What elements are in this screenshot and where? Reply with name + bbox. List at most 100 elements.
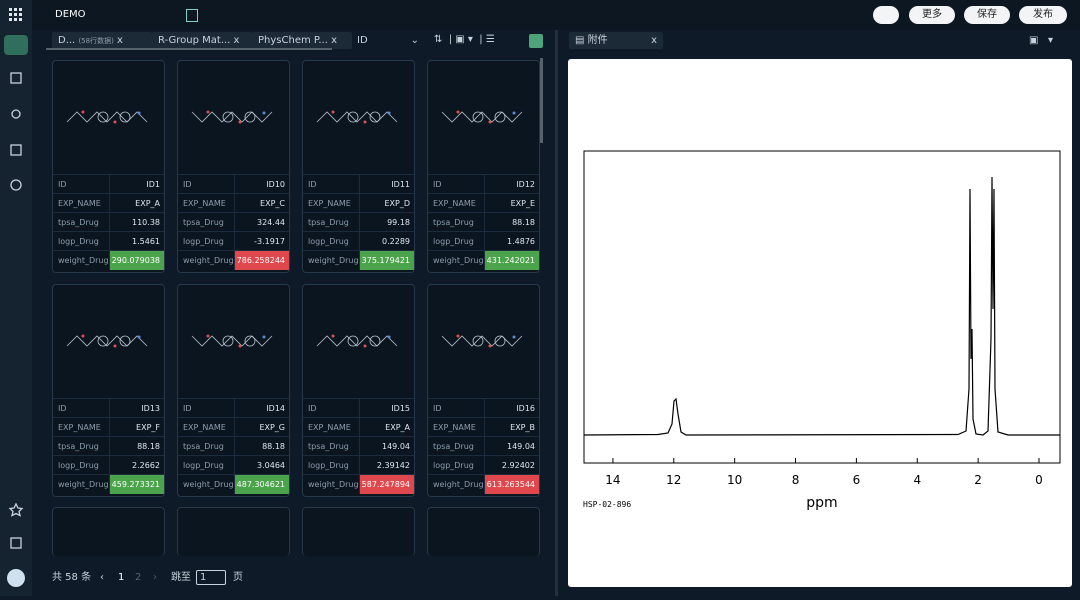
field-row: logp_Drug 2.39142 xyxy=(303,455,414,475)
field-value: EXP_E xyxy=(484,194,539,213)
sort-field: ID xyxy=(357,35,368,46)
field-row: ID ID13 xyxy=(53,398,164,418)
layout-button[interactable] xyxy=(873,6,899,24)
compound-card[interactable] xyxy=(302,507,415,556)
field-value: EXP_B xyxy=(484,418,539,437)
attachment-viewer: 14 12 10 8 6 4 2 0 ppm HSP-02-896 xyxy=(568,59,1072,587)
field-row: logp_Drug 2.92402 xyxy=(428,455,539,475)
field-row: tpsa_Drug 99.18 xyxy=(303,212,414,232)
attachment-tab[interactable]: ▤ 附件 x xyxy=(569,32,663,49)
field-label: tpsa_Drug xyxy=(308,442,349,451)
field-label: logp_Drug xyxy=(433,237,474,246)
field-row: tpsa_Drug 149.04 xyxy=(303,436,414,456)
field-value: 459.273321 xyxy=(109,475,164,494)
field-row: EXP_NAME EXP_A xyxy=(303,417,414,437)
tab[interactable]: PhysChem P... x xyxy=(252,32,352,49)
field-value: 3.0464 xyxy=(234,456,289,475)
field-value: EXP_A xyxy=(359,418,414,437)
field-label: logp_Drug xyxy=(58,237,99,246)
nmr-spectrum: 14 12 10 8 6 4 2 0 ppm HSP-02-896 xyxy=(583,150,1061,511)
grid-view-toggle[interactable] xyxy=(529,34,543,48)
field-row: ID ID1 xyxy=(53,174,164,194)
save-button[interactable]: 保存 xyxy=(964,6,1010,24)
field-value: EXP_F xyxy=(109,418,164,437)
field-row: weight_Drug 375.179421 xyxy=(303,250,414,270)
tab-close[interactable]: x xyxy=(331,35,338,46)
page-number[interactable]: 1 xyxy=(118,572,125,583)
compound-card[interactable]: ID ID1 EXP_NAME EXP_A tpsa_Drug 110.38 logp_Dr… xyxy=(52,60,165,273)
x-tick-label: 4 xyxy=(913,473,921,487)
field-row: ID ID15 xyxy=(303,398,414,418)
more-button[interactable]: 更多 xyxy=(909,6,955,24)
x-tick-label: 0 xyxy=(1035,473,1043,487)
field-label: ID xyxy=(58,404,67,413)
sort-select[interactable]: ID ⌄ xyxy=(357,35,419,46)
field-value: 88.18 xyxy=(109,437,164,456)
field-label: EXP_NAME xyxy=(308,199,351,208)
compound-card[interactable]: ID ID11 EXP_NAME EXP_D tpsa_Drug 99.18 logp_Dr… xyxy=(302,60,415,273)
field-value: EXP_A xyxy=(109,194,164,213)
compound-card[interactable]: ID ID15 EXP_NAME EXP_A tpsa_Drug 149.04 logp_D… xyxy=(302,284,415,497)
field-row: EXP_NAME EXP_C xyxy=(178,193,289,213)
toolbar-icons: ⇅ | ▣ ▾ | ☰ xyxy=(434,34,495,45)
structure-image xyxy=(178,285,289,398)
compound-card[interactable]: ID ID12 EXP_NAME EXP_E tpsa_Drug 88.18 logp_Dr… xyxy=(427,60,540,273)
total-count: 共 58 条 xyxy=(52,572,92,583)
compound-card[interactable]: ID ID16 EXP_NAME EXP_B tpsa_Drug 149.04 logp_D… xyxy=(427,284,540,497)
splitter[interactable] xyxy=(555,30,558,596)
field-value: ID13 xyxy=(109,399,164,418)
field-value: 487.304621 xyxy=(234,475,289,494)
structure-image xyxy=(428,61,539,174)
field-label: ID xyxy=(183,404,192,413)
field-value: 110.38 xyxy=(109,213,164,232)
compound-card[interactable]: ID ID10 EXP_NAME EXP_C tpsa_Drug 324.44 logp_D… xyxy=(177,60,290,273)
field-value: 0.2289 xyxy=(359,232,414,251)
field-label: tpsa_Drug xyxy=(183,442,224,451)
tab-close[interactable]: x xyxy=(233,35,240,46)
field-label: logp_Drug xyxy=(433,461,474,470)
next-page[interactable]: › xyxy=(153,572,157,583)
tab[interactable]: R-Group Mat... x xyxy=(152,32,252,49)
publish-button[interactable]: 发布 xyxy=(1019,6,1067,24)
tab-close[interactable]: x xyxy=(117,35,123,46)
field-row: tpsa_Drug 88.18 xyxy=(53,436,164,456)
x-tick-label: 2 xyxy=(974,473,982,487)
field-label: ID xyxy=(58,180,67,189)
field-value: EXP_D xyxy=(359,194,414,213)
field-row: weight_Drug 290.079038 xyxy=(53,250,164,270)
compound-card[interactable] xyxy=(427,507,540,556)
field-row: logp_Drug -3.1917 xyxy=(178,231,289,251)
page-input[interactable]: 1 xyxy=(196,570,226,585)
field-value: EXP_C xyxy=(234,194,289,213)
page-number[interactable]: 2 xyxy=(135,572,142,583)
field-label: weight_Drug xyxy=(58,256,109,265)
prev-page[interactable]: ‹ xyxy=(100,572,104,583)
compound-card[interactable]: ID ID13 EXP_NAME EXP_F tpsa_Drug 88.18 logp_Dr… xyxy=(52,284,165,497)
field-row: EXP_NAME EXP_D xyxy=(303,193,414,213)
structure-image xyxy=(303,285,414,398)
field-value: ID12 xyxy=(484,175,539,194)
compound-card[interactable] xyxy=(52,507,165,556)
field-label: tpsa_Drug xyxy=(183,218,224,227)
field-row: tpsa_Drug 110.38 xyxy=(53,212,164,232)
sample-id: HSP-02-896 xyxy=(583,500,631,509)
tab-close[interactable]: x xyxy=(651,35,657,46)
field-value: ID1 xyxy=(109,175,164,194)
field-row: logp_Drug 1.4876 xyxy=(428,231,539,251)
field-value: 88.18 xyxy=(484,213,539,232)
field-value: -3.1917 xyxy=(234,232,289,251)
field-row: logp_Drug 1.5461 xyxy=(53,231,164,251)
field-row: tpsa_Drug 149.04 xyxy=(428,436,539,456)
compound-card[interactable] xyxy=(177,507,290,556)
field-row: logp_Drug 2.2662 xyxy=(53,455,164,475)
tab[interactable]: D... (58行数据) x xyxy=(52,32,152,49)
compound-card[interactable]: ID ID14 EXP_NAME EXP_G tpsa_Drug 88.18 logp_Dr… xyxy=(177,284,290,497)
tab-label: PhysChem P... xyxy=(258,35,328,46)
x-tick-label: 6 xyxy=(853,473,861,487)
field-label: tpsa_Drug xyxy=(433,218,474,227)
field-row: logp_Drug 0.2289 xyxy=(303,231,414,251)
field-row: tpsa_Drug 88.18 xyxy=(428,212,539,232)
field-value: 613.263544 xyxy=(484,475,539,494)
field-label: weight_Drug xyxy=(308,256,359,265)
